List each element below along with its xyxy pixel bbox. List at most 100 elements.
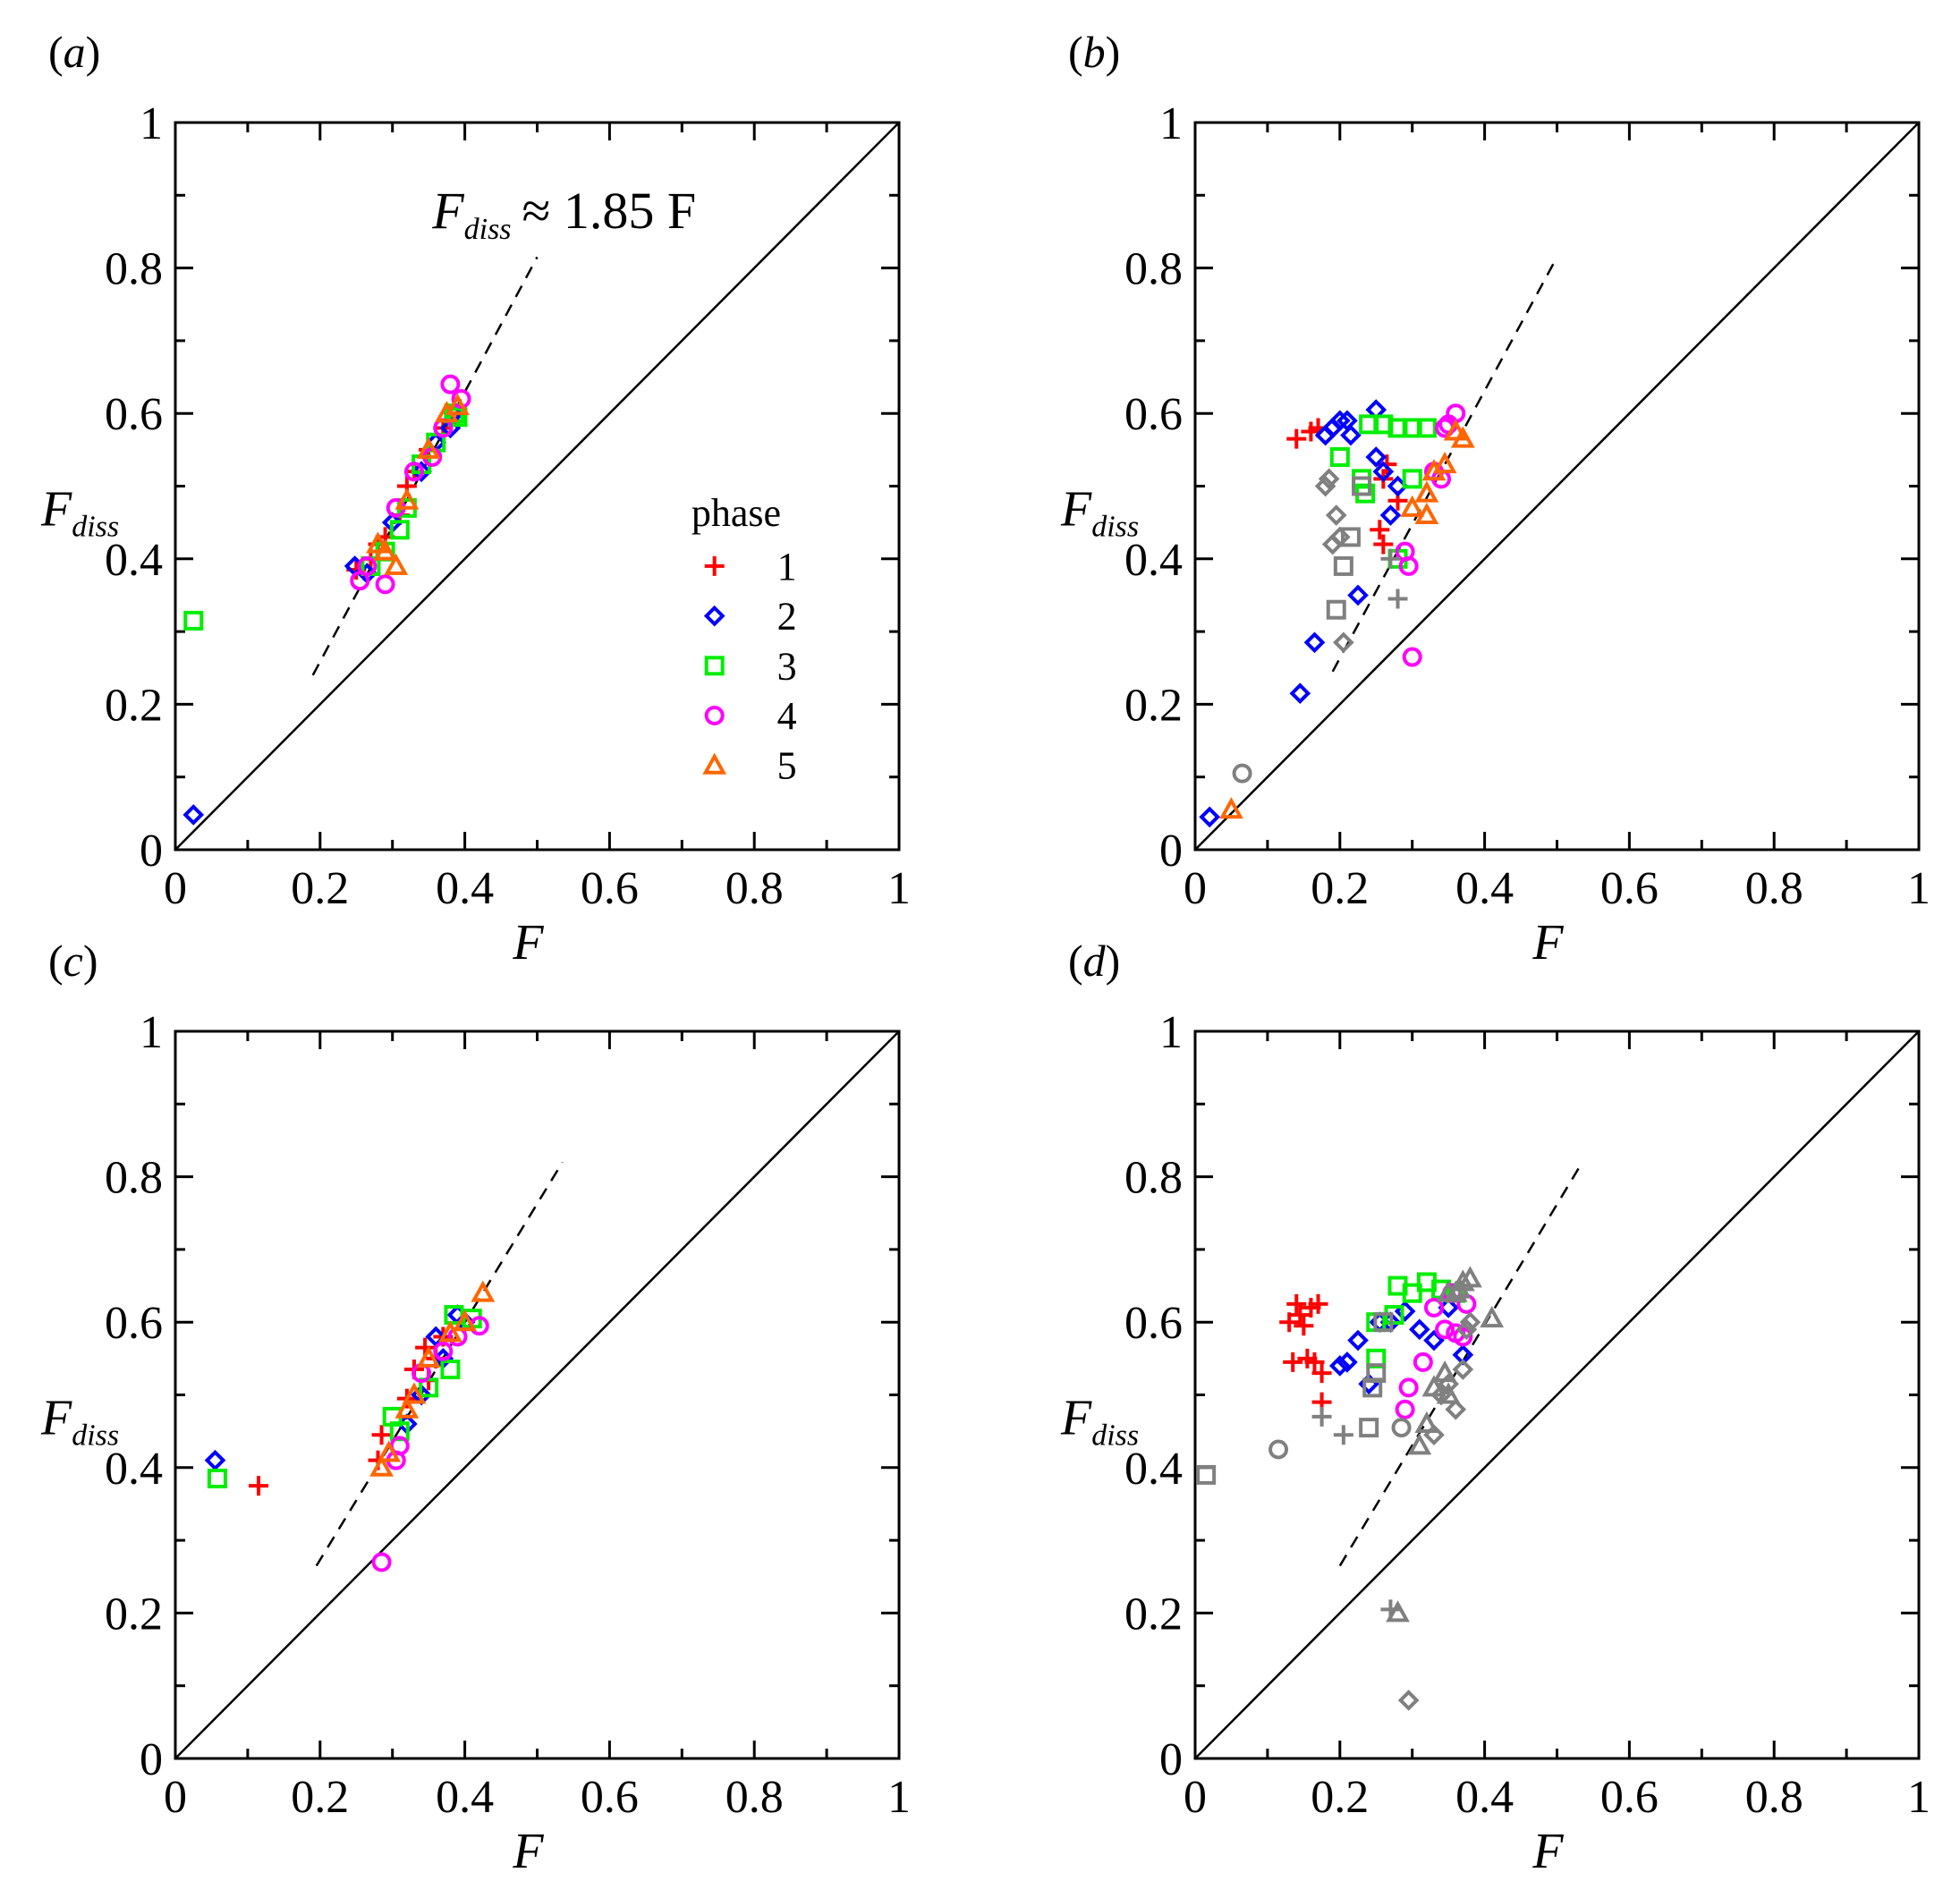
series-5-a	[366, 393, 470, 575]
data-point	[1402, 647, 1422, 667]
data-point	[1328, 410, 1351, 432]
x-tick-label: 0.8	[1745, 863, 1803, 914]
y-axis-label-subscript: diss	[72, 510, 119, 543]
x-tick-label: 0	[1184, 1772, 1207, 1823]
data-point	[1408, 1318, 1430, 1341]
fit-line-d	[1338, 1161, 1583, 1567]
x-tick-label: 0.2	[1311, 863, 1369, 914]
x-tick-label: 0	[1184, 863, 1207, 914]
x-tick-label: 0	[164, 863, 187, 914]
data-point	[249, 1476, 269, 1496]
panel-label-letter: d	[1083, 936, 1107, 986]
data-point	[1268, 1439, 1289, 1460]
y-axis-label-d: Fdiss	[1060, 1391, 1139, 1453]
data-point	[1432, 1360, 1457, 1383]
series-gray-diamond-b	[1314, 468, 1354, 654]
data-point	[1333, 631, 1354, 654]
x-axis-label-b: F	[1532, 915, 1564, 970]
data-point	[357, 555, 378, 576]
data-point	[1329, 446, 1350, 467]
y-axis-label-subscript: diss	[72, 1419, 119, 1452]
y-tick-label: 1	[140, 1007, 163, 1058]
legend-marker-5	[702, 752, 727, 775]
y-tick-label: 0.2	[105, 1589, 163, 1640]
data-point	[1290, 1305, 1311, 1326]
data-point	[1303, 631, 1326, 654]
y-tick-label: 0.8	[1124, 244, 1183, 295]
x-tick-label: 0.2	[1311, 1772, 1369, 1823]
data-point	[447, 407, 468, 428]
y-tick-label: 1	[140, 98, 163, 149]
data-point	[1373, 534, 1394, 555]
y-axis-label-c: Fdiss	[40, 1391, 119, 1453]
data-point	[416, 436, 441, 459]
panel-label-letter: c	[64, 936, 83, 986]
y-axis-label-b: Fdiss	[1060, 482, 1139, 544]
panel-label-close: )	[86, 27, 101, 77]
panel-label-letter: a	[64, 27, 86, 77]
y-tick-label: 0.2	[1124, 680, 1183, 731]
panel-label-close: )	[1106, 936, 1121, 986]
y-tick-label: 1	[1159, 98, 1183, 149]
data-point	[1199, 806, 1221, 828]
legend-marker-3	[704, 656, 725, 676]
y-axis-label-subscript: diss	[1091, 1419, 1139, 1452]
x-tick-label: 0.8	[725, 1772, 784, 1823]
data-point	[440, 374, 461, 394]
data-point	[1366, 1363, 1387, 1384]
legend-label-5: 5	[777, 744, 797, 788]
x-tick-label: 1	[1907, 1772, 1930, 1823]
data-point	[371, 1425, 392, 1445]
data-point	[1387, 589, 1408, 609]
y-tick-label: 0.4	[1124, 535, 1183, 586]
data-point	[1402, 469, 1422, 489]
x-tick-label: 0.6	[1600, 863, 1659, 914]
data-point	[1459, 1311, 1481, 1334]
data-point	[1365, 446, 1387, 468]
data-point	[375, 574, 395, 595]
data-point	[433, 1341, 454, 1361]
identity-line-a	[174, 122, 900, 851]
data-point	[1423, 1297, 1444, 1318]
data-point	[1359, 1418, 1379, 1438]
data-point	[1414, 480, 1439, 503]
identity-line-d	[1194, 1030, 1920, 1759]
data-point	[373, 538, 398, 561]
data-point	[1416, 418, 1437, 438]
data-point	[395, 1396, 420, 1419]
panel-d: 0 0.2 0.4 0.6 0.8 1 0 0.2 0.4 0.6 0.8 1 F Fdiss (d)	[1060, 936, 1930, 1879]
data-point	[1304, 1351, 1325, 1372]
x-tick-label: 0.6	[1600, 1772, 1659, 1823]
x-tick-label: 0.4	[1455, 1772, 1514, 1823]
data-point	[402, 1382, 427, 1404]
data-point	[389, 520, 410, 540]
x-axis-label-d: F	[1532, 1824, 1564, 1879]
x-tick-label: 0.8	[1745, 1772, 1803, 1823]
data-point	[1333, 555, 1353, 576]
data-point	[1402, 1283, 1422, 1303]
data-point	[1423, 1329, 1445, 1351]
x-tick-label: 0.4	[436, 1772, 494, 1823]
y-axis-label-subscript: diss	[1091, 510, 1139, 543]
data-point	[1407, 1433, 1432, 1455]
data-point	[1379, 504, 1402, 526]
series-5-c	[369, 1280, 496, 1477]
data-point	[1372, 461, 1395, 483]
legend-marker-4	[704, 706, 725, 726]
x-tick-label: 0.4	[1455, 863, 1514, 914]
data-point	[438, 1320, 462, 1343]
identity-line-c	[174, 1030, 900, 1759]
data-point	[471, 1280, 496, 1302]
series-gray-square-d	[1196, 1312, 1394, 1485]
data-point	[1373, 1312, 1394, 1333]
y-tick-label: 0.4	[1124, 1444, 1183, 1495]
data-point	[1398, 555, 1419, 576]
series-1-d	[1279, 1293, 1332, 1412]
data-point	[1380, 548, 1401, 569]
y-tick-label: 0.4	[105, 535, 163, 586]
x-tick-label: 1	[887, 863, 911, 914]
data-point	[1219, 797, 1243, 819]
data-point	[1452, 1359, 1474, 1380]
series-gray-triangle-d	[1386, 1266, 1505, 1623]
